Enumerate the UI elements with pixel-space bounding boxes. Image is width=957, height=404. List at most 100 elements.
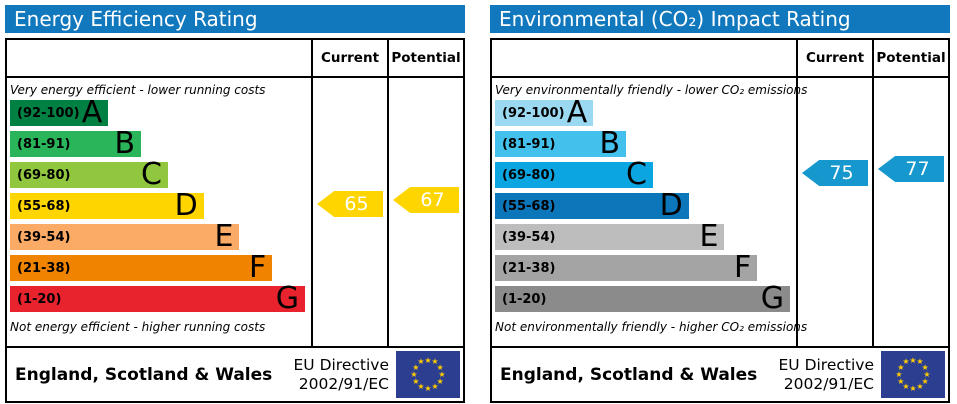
band-letter: A xyxy=(566,95,588,130)
band-bar-c: (69-80) C xyxy=(495,157,653,192)
band-range-label: (21-38) xyxy=(502,260,556,276)
band-row: (39-54) E xyxy=(10,219,308,255)
panel-co2-impact: Environmental (CO₂) Impact Rating Very e… xyxy=(490,5,950,403)
band-row: (69-80) C xyxy=(10,157,308,193)
eu-flag: ★ ★ ★ ★ ★ ★ ★ ★ ★ ★ ★ ★ xyxy=(396,351,460,398)
bands-column-header xyxy=(492,40,796,78)
band-letter: C xyxy=(625,157,647,192)
band-letter: A xyxy=(81,95,103,130)
bands-column: Very environmentally friendly - lower CO… xyxy=(492,40,808,346)
star-icon: ★ xyxy=(895,369,903,379)
potential-rating-arrow: 77 xyxy=(878,156,944,182)
current-column: Current 75 xyxy=(798,40,874,346)
band-range-label: (1-20) xyxy=(17,291,62,307)
band-bar-c: (69-80) C xyxy=(10,157,168,192)
band-bar-f: (21-38) F xyxy=(10,253,273,283)
star-icon: ★ xyxy=(431,381,439,391)
band-bar-e: (39-54) E xyxy=(495,219,725,254)
band-row: (92-100) A xyxy=(10,95,308,131)
band-range-label: (81-91) xyxy=(17,136,71,152)
eu-directive-line2: 2002/91/EC xyxy=(783,374,874,393)
bands-chart: Very environmentally friendly - lower CO… xyxy=(492,78,808,346)
band-range-label: (92-100) xyxy=(502,105,565,121)
potential-column-header: Potential xyxy=(874,40,948,78)
star-icon: ★ xyxy=(424,383,432,393)
current-rating-arrow: 75 xyxy=(802,160,868,186)
band-bar-a: (92-100) A xyxy=(495,95,594,130)
star-icon: ★ xyxy=(417,357,425,367)
star-icon: ★ xyxy=(897,362,905,372)
current-column-header: Current xyxy=(313,40,387,78)
eu-directive-line1: EU Directive xyxy=(778,355,875,374)
bands-column: Very energy efficient - lower running co… xyxy=(7,40,313,346)
current-column: Current 65 xyxy=(313,40,389,346)
band-range-label: (69-80) xyxy=(17,167,71,183)
star-icon: ★ xyxy=(410,369,418,379)
potential-column: Potential 77 xyxy=(874,40,948,346)
band-bar-g: (1-20) G xyxy=(10,284,306,314)
band-letter: D xyxy=(174,188,198,223)
band-bar-b: (81-91) B xyxy=(10,126,142,161)
band-range-label: (55-68) xyxy=(502,198,556,214)
potential-rating-value: 77 xyxy=(905,158,930,180)
band-row: (55-68) D xyxy=(10,188,308,224)
band-bar-d: (55-68) D xyxy=(10,188,204,223)
band-range-label: (92-100) xyxy=(17,105,80,121)
band-letter: E xyxy=(214,219,234,254)
star-icon: ★ xyxy=(923,369,931,379)
star-icon: ★ xyxy=(424,355,432,365)
band-letter: B xyxy=(114,126,136,161)
band-letter: D xyxy=(659,188,683,223)
current-rating-value: 75 xyxy=(829,162,854,184)
band-bar-g: (1-20) G xyxy=(495,284,791,314)
band-bar-f: (21-38) F xyxy=(495,253,758,283)
star-icon: ★ xyxy=(902,357,910,367)
band-letter: C xyxy=(140,157,162,192)
band-bar-e: (39-54) E xyxy=(10,219,240,254)
band-row: (39-54) E xyxy=(495,219,793,255)
star-icon: ★ xyxy=(921,362,929,372)
bands-column-header xyxy=(7,40,311,78)
eu-directive-label: EU Directive 2002/91/EC xyxy=(779,356,875,393)
star-icon: ★ xyxy=(909,383,917,393)
band-row: (81-91) B xyxy=(10,126,308,162)
star-icon: ★ xyxy=(902,381,910,391)
current-column-header: Current xyxy=(798,40,872,78)
star-icon: ★ xyxy=(417,381,425,391)
eu-directive-line1: EU Directive xyxy=(293,355,390,374)
star-icon: ★ xyxy=(431,357,439,367)
potential-column: Potential 67 xyxy=(389,40,463,346)
band-range-label: (21-38) xyxy=(17,260,71,276)
band-row: (21-38) F xyxy=(495,253,793,286)
star-icon: ★ xyxy=(412,362,420,372)
band-row: (69-80) C xyxy=(495,157,793,193)
band-row: (92-100) A xyxy=(495,95,793,131)
band-bar-a: (92-100) A xyxy=(10,95,109,130)
band-row: (55-68) D xyxy=(495,188,793,224)
band-row: (1-20) G xyxy=(495,284,793,317)
star-icon: ★ xyxy=(412,376,420,386)
current-rating-value: 65 xyxy=(344,193,369,215)
top-caption: Very environmentally friendly - lower CO… xyxy=(495,83,808,97)
band-row: (21-38) F xyxy=(10,253,308,286)
eu-flag: ★ ★ ★ ★ ★ ★ ★ ★ ★ ★ ★ ★ xyxy=(881,351,945,398)
panel-title: Environmental (CO₂) Impact Rating xyxy=(490,5,950,33)
potential-column-header: Potential xyxy=(389,40,463,78)
star-icon: ★ xyxy=(436,376,444,386)
band-range-label: (39-54) xyxy=(17,229,71,245)
panel-footer: England, Scotland & Wales EU Directive 2… xyxy=(492,346,948,401)
footer-region-label: England, Scotland & Wales xyxy=(500,364,758,385)
star-icon: ★ xyxy=(916,357,924,367)
band-letter: B xyxy=(599,126,621,161)
current-rating-arrow: 65 xyxy=(317,191,383,217)
panel-energy-efficiency: Energy Efficiency Rating Very energy eff… xyxy=(5,5,465,403)
band-row: (81-91) B xyxy=(495,126,793,162)
top-caption: Very energy efficient - lower running co… xyxy=(10,83,266,97)
band-letter: E xyxy=(699,219,719,254)
band-row: (1-20) G xyxy=(10,284,308,317)
rating-table: Very energy efficient - lower running co… xyxy=(5,38,465,403)
band-range-label: (81-91) xyxy=(502,136,556,152)
bands-chart: Very energy efficient - lower running co… xyxy=(7,78,311,346)
eu-directive-line2: 2002/91/EC xyxy=(298,374,389,393)
